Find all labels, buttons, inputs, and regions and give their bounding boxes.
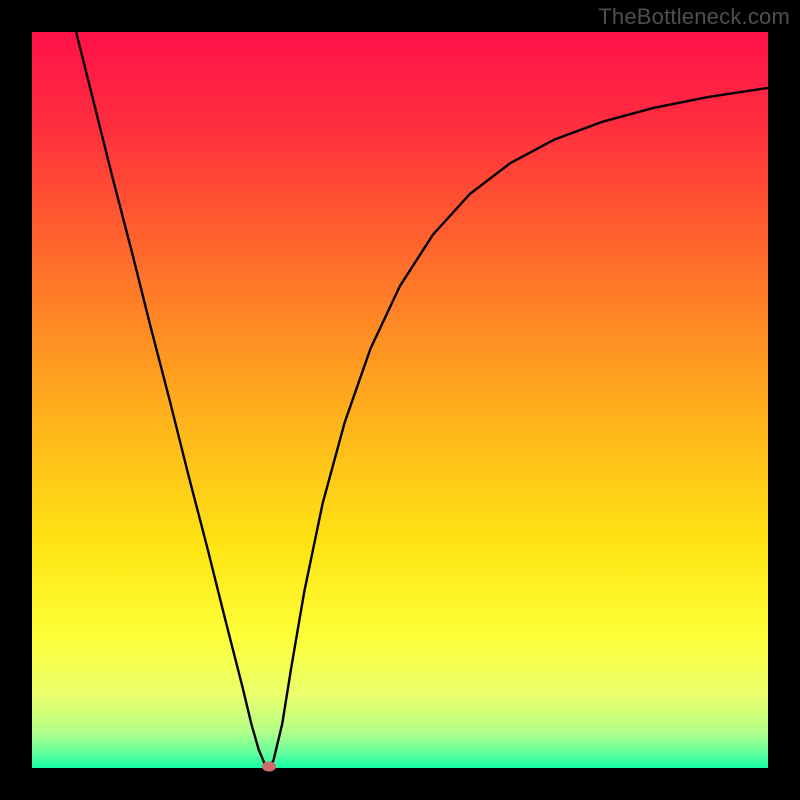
plot-background [32, 32, 768, 768]
watermark-label: TheBottleneck.com [598, 4, 790, 30]
bottleneck-chart: TheBottleneck.com [0, 0, 800, 800]
minimum-marker [262, 762, 276, 772]
chart-canvas [0, 0, 800, 800]
